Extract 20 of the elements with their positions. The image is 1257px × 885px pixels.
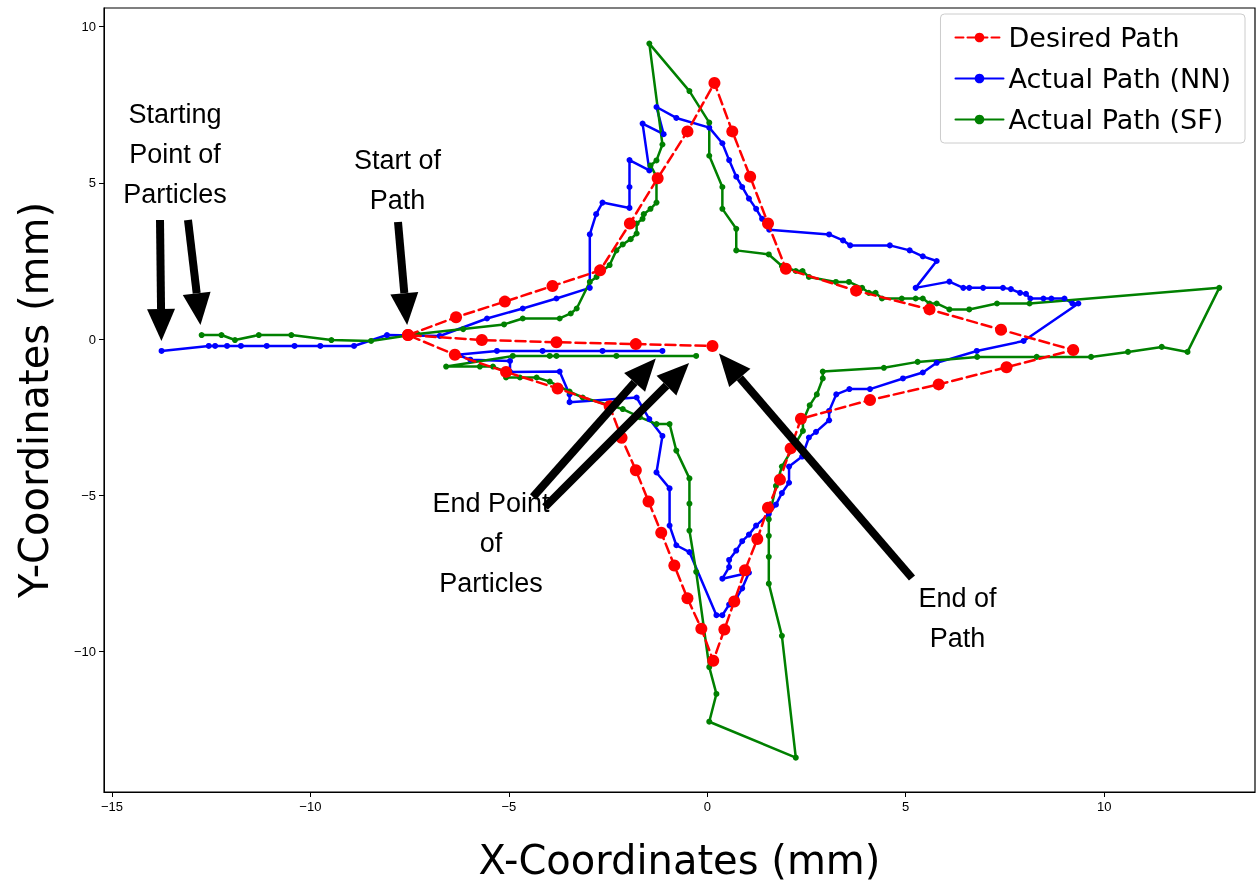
legend-label: Desired Path (1008, 22, 1180, 53)
y-tick-label: 10 (81, 19, 96, 35)
x-tick-label: 0 (703, 799, 711, 814)
y-axis-title: Y-Coordinates (mm) (11, 201, 57, 600)
y-tick-label: 5 (88, 175, 96, 191)
y-tick-label: 0 (88, 331, 96, 347)
legend-label: Actual Path (NN) (1008, 63, 1232, 94)
annotation: Starting Point of Particles (122, 98, 228, 211)
x-tick-label: −10 (299, 799, 322, 814)
x-tick-label: −15 (100, 799, 123, 814)
x-tick-label: 10 (1096, 799, 1112, 814)
y-tick-label: −10 (73, 643, 96, 659)
x-tick-label: 5 (902, 799, 910, 814)
x-axis-title: X-Coordinates (mm) (478, 837, 881, 883)
x-tick-label: −5 (501, 799, 517, 814)
y-tick-label: −5 (81, 487, 96, 503)
annotation: Start of Path (352, 144, 442, 217)
annotation: End of Path (917, 582, 998, 655)
legend-label: Actual Path (SF) (1008, 104, 1224, 135)
annotation: End Point of Particles (431, 487, 551, 600)
